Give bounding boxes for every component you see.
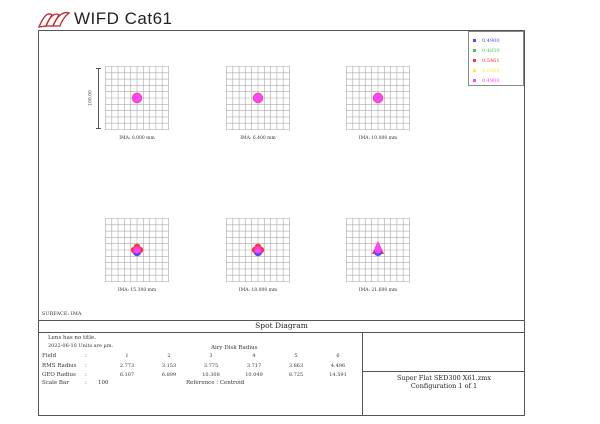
- spot-ray-magenta: [374, 246, 382, 254]
- divider-title: [38, 332, 525, 333]
- spot-field-label: IMA: 18.000 mm: [238, 288, 278, 293]
- geo-value: 10.308: [202, 372, 220, 378]
- scale-bar-text: Scale Bar: [42, 380, 69, 386]
- geo-value: 10.049: [245, 372, 263, 378]
- legend-label: 0.5461: [482, 58, 500, 64]
- geo-label: GEO Radius: [42, 372, 76, 378]
- field-value: 1: [125, 353, 129, 359]
- lens-title: Lens has no title.: [48, 335, 96, 341]
- spot-diagram-field-6: [346, 218, 410, 282]
- date-units: 2022-06-10 Units are µm.: [48, 343, 114, 349]
- divider-top: [38, 320, 525, 321]
- spot-diagram-field-1: [105, 66, 169, 130]
- geo-value: 6.899: [161, 372, 177, 378]
- scale-bar-tick-bottom: [96, 128, 101, 129]
- legend-entry: 0.6200: [473, 66, 500, 76]
- scale-colon: :: [85, 380, 87, 386]
- legend-swatch: [473, 39, 476, 42]
- spot-diagram-field-4: [105, 218, 169, 282]
- legend-label: 0.6200: [482, 68, 500, 74]
- file-name: Super Flat SED300 X61.zmx: [396, 374, 492, 382]
- field-label: Field: [42, 353, 57, 359]
- spot-ray-core: [254, 95, 261, 102]
- spot-diagram-field-2: [226, 66, 290, 130]
- spot-diagram-field-5: [226, 218, 290, 282]
- reference-text: Reference : Centroid: [186, 380, 245, 386]
- airy-label: Airy Disk Radius: [211, 345, 258, 351]
- scale-bar-label: 100.00: [88, 90, 94, 106]
- spot-field-label: IMA: 0.000 mm: [119, 136, 155, 141]
- scale-bar: [98, 68, 99, 129]
- brand-name: WIFD Cat61: [74, 9, 173, 28]
- geo-value: 14.591: [329, 372, 347, 378]
- legend-entry: 0.4900: [473, 76, 500, 86]
- bird-logo-icon: [38, 8, 72, 32]
- diagram-frame: [38, 30, 525, 416]
- rms-value: 4.496: [330, 363, 346, 369]
- spot-field-label: IMA: 21.600 mm: [358, 288, 398, 293]
- spot-ray-core: [374, 95, 381, 102]
- legend-label: 0.4850: [482, 48, 500, 54]
- configuration-label: Configuration 1 of 1: [410, 382, 478, 390]
- scale-bar-tick-top: [96, 68, 101, 69]
- rms-value: 3.775: [203, 363, 219, 369]
- rms-value: 2.773: [119, 363, 135, 369]
- geo-value: 6.107: [119, 372, 135, 378]
- rms-value: 3.153: [161, 363, 177, 369]
- legend-entry: 0.4900: [473, 36, 500, 46]
- rms-colon: :: [85, 363, 87, 369]
- spot-ray-magenta: [133, 246, 141, 254]
- divider-vertical: [362, 333, 363, 416]
- legend-swatch: [473, 49, 476, 52]
- field-value: 6: [336, 353, 340, 359]
- field-value: 4: [252, 353, 256, 359]
- field-value: 5: [294, 353, 298, 359]
- wavelength-legend: 0.4900 0.4850 0.5461 0.6200 0.4900: [468, 31, 524, 86]
- field-value: 3: [209, 353, 213, 359]
- legend-swatch: [473, 79, 476, 82]
- spot-field-label: IMA: 10.000 mm: [358, 136, 398, 141]
- file-divider: [362, 371, 525, 372]
- legend-entry: 0.4850: [473, 46, 500, 56]
- field-value: 2: [167, 353, 171, 359]
- spot-ray-core: [133, 95, 140, 102]
- legend-label: 0.4900: [482, 78, 500, 84]
- legend-label: 0.4900: [482, 38, 500, 44]
- diagram-title: Spot Diagram: [255, 321, 308, 330]
- spot-ray-tip: [376, 243, 380, 247]
- rms-value: 3.863: [288, 363, 304, 369]
- spot-field-label: IMA: 15.300 mm: [117, 288, 157, 293]
- legend-swatch: [473, 69, 476, 72]
- rms-label: RMS Radius: [42, 363, 77, 369]
- spot-diagram-field-3: [346, 66, 410, 130]
- spot-ray-magenta: [254, 246, 262, 254]
- geo-value: 8.725: [288, 372, 304, 378]
- field-colon: :: [85, 353, 87, 359]
- legend-entry: 0.5461: [473, 56, 500, 66]
- rms-value: 3.717: [246, 363, 262, 369]
- scale-value: 100: [98, 380, 109, 386]
- spot-field-label: IMA: 6.400 mm: [240, 136, 276, 141]
- surface-label: SURFACE: IMA: [42, 311, 82, 317]
- legend-swatch: [473, 59, 476, 62]
- geo-colon: :: [85, 372, 87, 378]
